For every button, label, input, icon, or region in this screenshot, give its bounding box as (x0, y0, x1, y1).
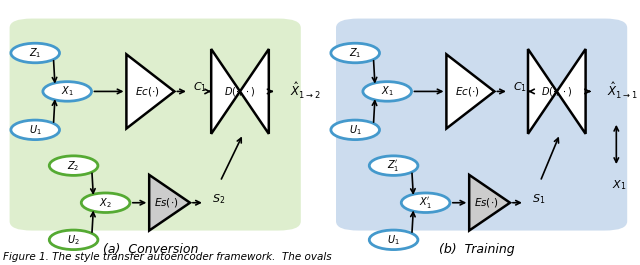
Polygon shape (240, 49, 269, 134)
Ellipse shape (331, 43, 380, 63)
Text: $Ec(\cdot)$: $Ec(\cdot)$ (455, 85, 479, 98)
Ellipse shape (49, 156, 98, 175)
Text: (a)  Conversion: (a) Conversion (102, 242, 198, 256)
Polygon shape (127, 54, 174, 129)
Text: $Z_1$: $Z_1$ (29, 46, 42, 60)
Text: $U_1$: $U_1$ (349, 123, 362, 137)
Text: $C_1$: $C_1$ (193, 81, 207, 94)
Text: $S_1$: $S_1$ (532, 192, 545, 206)
FancyBboxPatch shape (10, 19, 301, 231)
Text: $Z_1'$: $Z_1'$ (387, 158, 400, 173)
Text: $X_1'$: $X_1'$ (419, 195, 432, 210)
FancyBboxPatch shape (336, 19, 627, 231)
Text: $Z_1$: $Z_1$ (349, 46, 362, 60)
Text: $U_2$: $U_2$ (67, 233, 80, 247)
Text: $D(\cdot,\cdot)$: $D(\cdot,\cdot)$ (541, 85, 572, 98)
Text: $Es(\cdot)$: $Es(\cdot)$ (474, 196, 499, 209)
Ellipse shape (331, 120, 380, 140)
Polygon shape (149, 175, 190, 231)
Text: $X_1$: $X_1$ (612, 179, 627, 192)
Text: $Es(\cdot)$: $Es(\cdot)$ (154, 196, 179, 209)
Ellipse shape (11, 43, 60, 63)
Text: $X_1$: $X_1$ (61, 85, 74, 98)
Ellipse shape (49, 230, 98, 250)
Text: $X_1$: $X_1$ (381, 85, 394, 98)
Text: $U_1$: $U_1$ (387, 233, 400, 247)
Text: $X_2$: $X_2$ (99, 196, 112, 210)
Ellipse shape (81, 193, 130, 213)
Ellipse shape (369, 156, 418, 175)
Ellipse shape (363, 82, 412, 101)
Text: $D(\cdot,\cdot)$: $D(\cdot,\cdot)$ (225, 85, 255, 98)
Polygon shape (528, 49, 557, 134)
Text: $\hat{X}_{1\rightarrow 1}$: $\hat{X}_{1\rightarrow 1}$ (607, 81, 638, 101)
Polygon shape (557, 49, 586, 134)
Text: $\hat{X}_{1\rightarrow 2}$: $\hat{X}_{1\rightarrow 2}$ (290, 81, 321, 101)
Ellipse shape (43, 82, 92, 101)
Ellipse shape (369, 230, 418, 250)
Polygon shape (469, 175, 510, 231)
Text: $C_1$: $C_1$ (513, 81, 527, 94)
Text: (b)  Training: (b) Training (439, 242, 515, 256)
Text: $U_1$: $U_1$ (29, 123, 42, 137)
Ellipse shape (11, 120, 60, 140)
Text: Figure 1. The style transfer autoencoder framework.  The ovals: Figure 1. The style transfer autoencoder… (3, 252, 332, 262)
Text: $S_2$: $S_2$ (212, 192, 225, 206)
Polygon shape (447, 54, 494, 129)
Text: $Z_2$: $Z_2$ (67, 159, 80, 173)
Ellipse shape (401, 193, 450, 213)
Polygon shape (211, 49, 240, 134)
Text: $Ec(\cdot)$: $Ec(\cdot)$ (135, 85, 159, 98)
